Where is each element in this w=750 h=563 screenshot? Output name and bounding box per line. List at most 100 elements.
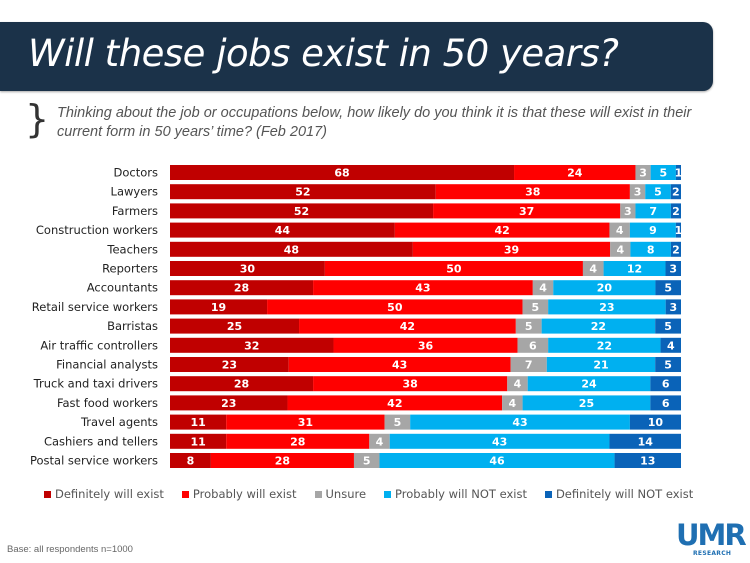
bar-segment-definitely-will-exist xyxy=(170,280,314,296)
umr-logo: UMR RESEARCH xyxy=(676,518,747,558)
legend-swatch-icon xyxy=(544,490,552,498)
data-label: 20 xyxy=(597,282,613,295)
data-label: 7 xyxy=(525,359,533,372)
bar-segment-probably-will-exist xyxy=(412,241,611,257)
bar-segment-definitely-will-not-exist xyxy=(614,453,681,468)
data-label: 28 xyxy=(275,455,290,468)
bar-segment-probably-will-exist xyxy=(514,165,636,180)
bar-segment-probably-will-not-exist xyxy=(645,184,671,200)
bar-segment-definitely-will-not-exist xyxy=(655,357,681,372)
bar-segment-definitely-will-not-exist xyxy=(670,203,681,219)
data-label: 19 xyxy=(211,301,226,314)
bar-segment-definitely-will-not-exist xyxy=(665,261,681,276)
logo-sub-text: RESEARCH xyxy=(693,550,732,557)
data-label: 42 xyxy=(400,320,415,333)
bar-segment-definitely-will-not-exist xyxy=(675,165,681,180)
data-label: 52 xyxy=(294,205,309,218)
data-label: 5 xyxy=(532,301,540,314)
bar-segment-unsure xyxy=(609,222,630,238)
bar-segment-definitely-will-exist xyxy=(170,414,227,430)
data-label: 25 xyxy=(227,320,242,333)
bar-segment-probably-will-not-exist xyxy=(379,453,615,468)
bar-segment-definitely-will-exist xyxy=(170,433,227,449)
legend-item-probably-will-not-exist: Probably will NOT exist xyxy=(384,487,527,501)
bar-segment-unsure xyxy=(353,453,380,468)
legend-label: Probably will NOT exist xyxy=(395,487,527,501)
bar-segment-probably-will-exist xyxy=(394,222,610,238)
data-label: 2 xyxy=(672,205,680,218)
bar-segment-probably-will-exist xyxy=(288,357,511,372)
bar-segment-unsure xyxy=(369,433,390,449)
bar-segment-probably-will-exist xyxy=(226,414,385,430)
bar-segment-probably-will-not-exist xyxy=(548,299,666,315)
bar-segment-probably-will-exist xyxy=(287,395,503,411)
data-label: 52 xyxy=(295,186,310,199)
category-label: Cashiers and tellers xyxy=(44,434,158,448)
bar-segment-unsure xyxy=(629,184,646,200)
bar-segment-definitely-will-exist xyxy=(170,299,268,315)
bar-row-fast-food-workers: Fast food workers 23 42 4 25 6 xyxy=(57,395,681,411)
category-label: Reporters xyxy=(102,262,158,276)
legend-label: Definitely will NOT exist xyxy=(555,487,694,501)
data-label: 5 xyxy=(664,359,672,372)
bar-segment-probably-will-exist xyxy=(324,261,583,276)
data-label: 30 xyxy=(240,263,256,276)
legend-item-unsure: Unsure xyxy=(314,487,366,501)
bar-row-teachers: Teachers 48 39 4 8 2 xyxy=(106,241,681,257)
category-label: Fast food workers xyxy=(57,396,158,410)
bar-row-lawyers: Lawyers 52 38 3 5 2 xyxy=(111,184,681,200)
bar-segment-definitely-will-not-exist xyxy=(609,433,681,449)
legend-label: Definitely will exist xyxy=(55,487,164,501)
data-label: 10 xyxy=(648,416,664,429)
data-label: 36 xyxy=(418,339,434,352)
bar-segment-unsure xyxy=(507,376,528,392)
data-label: 23 xyxy=(221,397,236,410)
bar-segment-definitely-will-not-exist xyxy=(655,280,681,296)
bar-segment-definitely-will-exist xyxy=(170,357,289,372)
data-label: 5 xyxy=(363,455,371,468)
data-label: 31 xyxy=(298,416,313,429)
category-label: Financial analysts xyxy=(56,358,158,372)
data-label: 23 xyxy=(222,359,237,372)
data-label: 3 xyxy=(639,167,647,180)
bar-segment-probably-will-exist xyxy=(226,433,370,449)
category-label: Travel agents xyxy=(80,415,158,429)
bar-segment-definitely-will-not-exist xyxy=(650,376,681,392)
data-label: 39 xyxy=(504,243,519,256)
data-label: 21 xyxy=(593,359,608,372)
bar-segment-definitely-will-not-exist xyxy=(655,318,681,334)
logo-main-text: UMR xyxy=(676,518,747,552)
bar-segment-probably-will-not-exist xyxy=(546,357,656,372)
data-label: 5 xyxy=(664,282,672,295)
bar-segment-probably-will-exist xyxy=(313,280,533,296)
chart-legend: Definitely will exist Probably will exist… xyxy=(44,487,693,501)
bar-segment-probably-will-exist xyxy=(267,299,523,315)
data-label: 50 xyxy=(446,263,462,276)
data-label: 1 xyxy=(675,167,683,180)
bar-row-accountants: Accountants 28 43 4 20 5 xyxy=(87,280,681,296)
bar-segment-definitely-will-not-exist xyxy=(660,337,681,353)
data-label: 6 xyxy=(662,378,670,391)
legend-swatch-icon xyxy=(384,490,392,498)
data-label: 37 xyxy=(519,205,534,218)
bar-segment-probably-will-not-exist xyxy=(548,337,661,353)
data-label: 2 xyxy=(672,243,680,256)
bar-segment-definitely-will-not-exist xyxy=(670,241,681,257)
data-label: 22 xyxy=(597,339,612,352)
bar-segment-probably-will-not-exist xyxy=(522,395,651,411)
bar-segment-definitely-will-exist xyxy=(170,261,325,276)
legend-label: Probably will exist xyxy=(192,487,297,501)
data-label: 28 xyxy=(234,378,249,391)
bar-segment-probably-will-not-exist xyxy=(553,280,656,296)
data-label: 4 xyxy=(616,224,624,237)
data-label: 4 xyxy=(376,435,384,448)
bar-segment-unsure xyxy=(582,261,604,276)
data-label: 48 xyxy=(284,243,299,256)
bar-segment-definitely-will-exist xyxy=(170,453,211,468)
bar-row-travel-agents: Travel agents 11 31 5 43 10 xyxy=(80,414,681,430)
bar-segment-probably-will-not-exist xyxy=(650,165,676,180)
data-label: 3 xyxy=(669,263,677,276)
data-label: 38 xyxy=(525,186,540,199)
brace-icon: } xyxy=(25,97,50,141)
